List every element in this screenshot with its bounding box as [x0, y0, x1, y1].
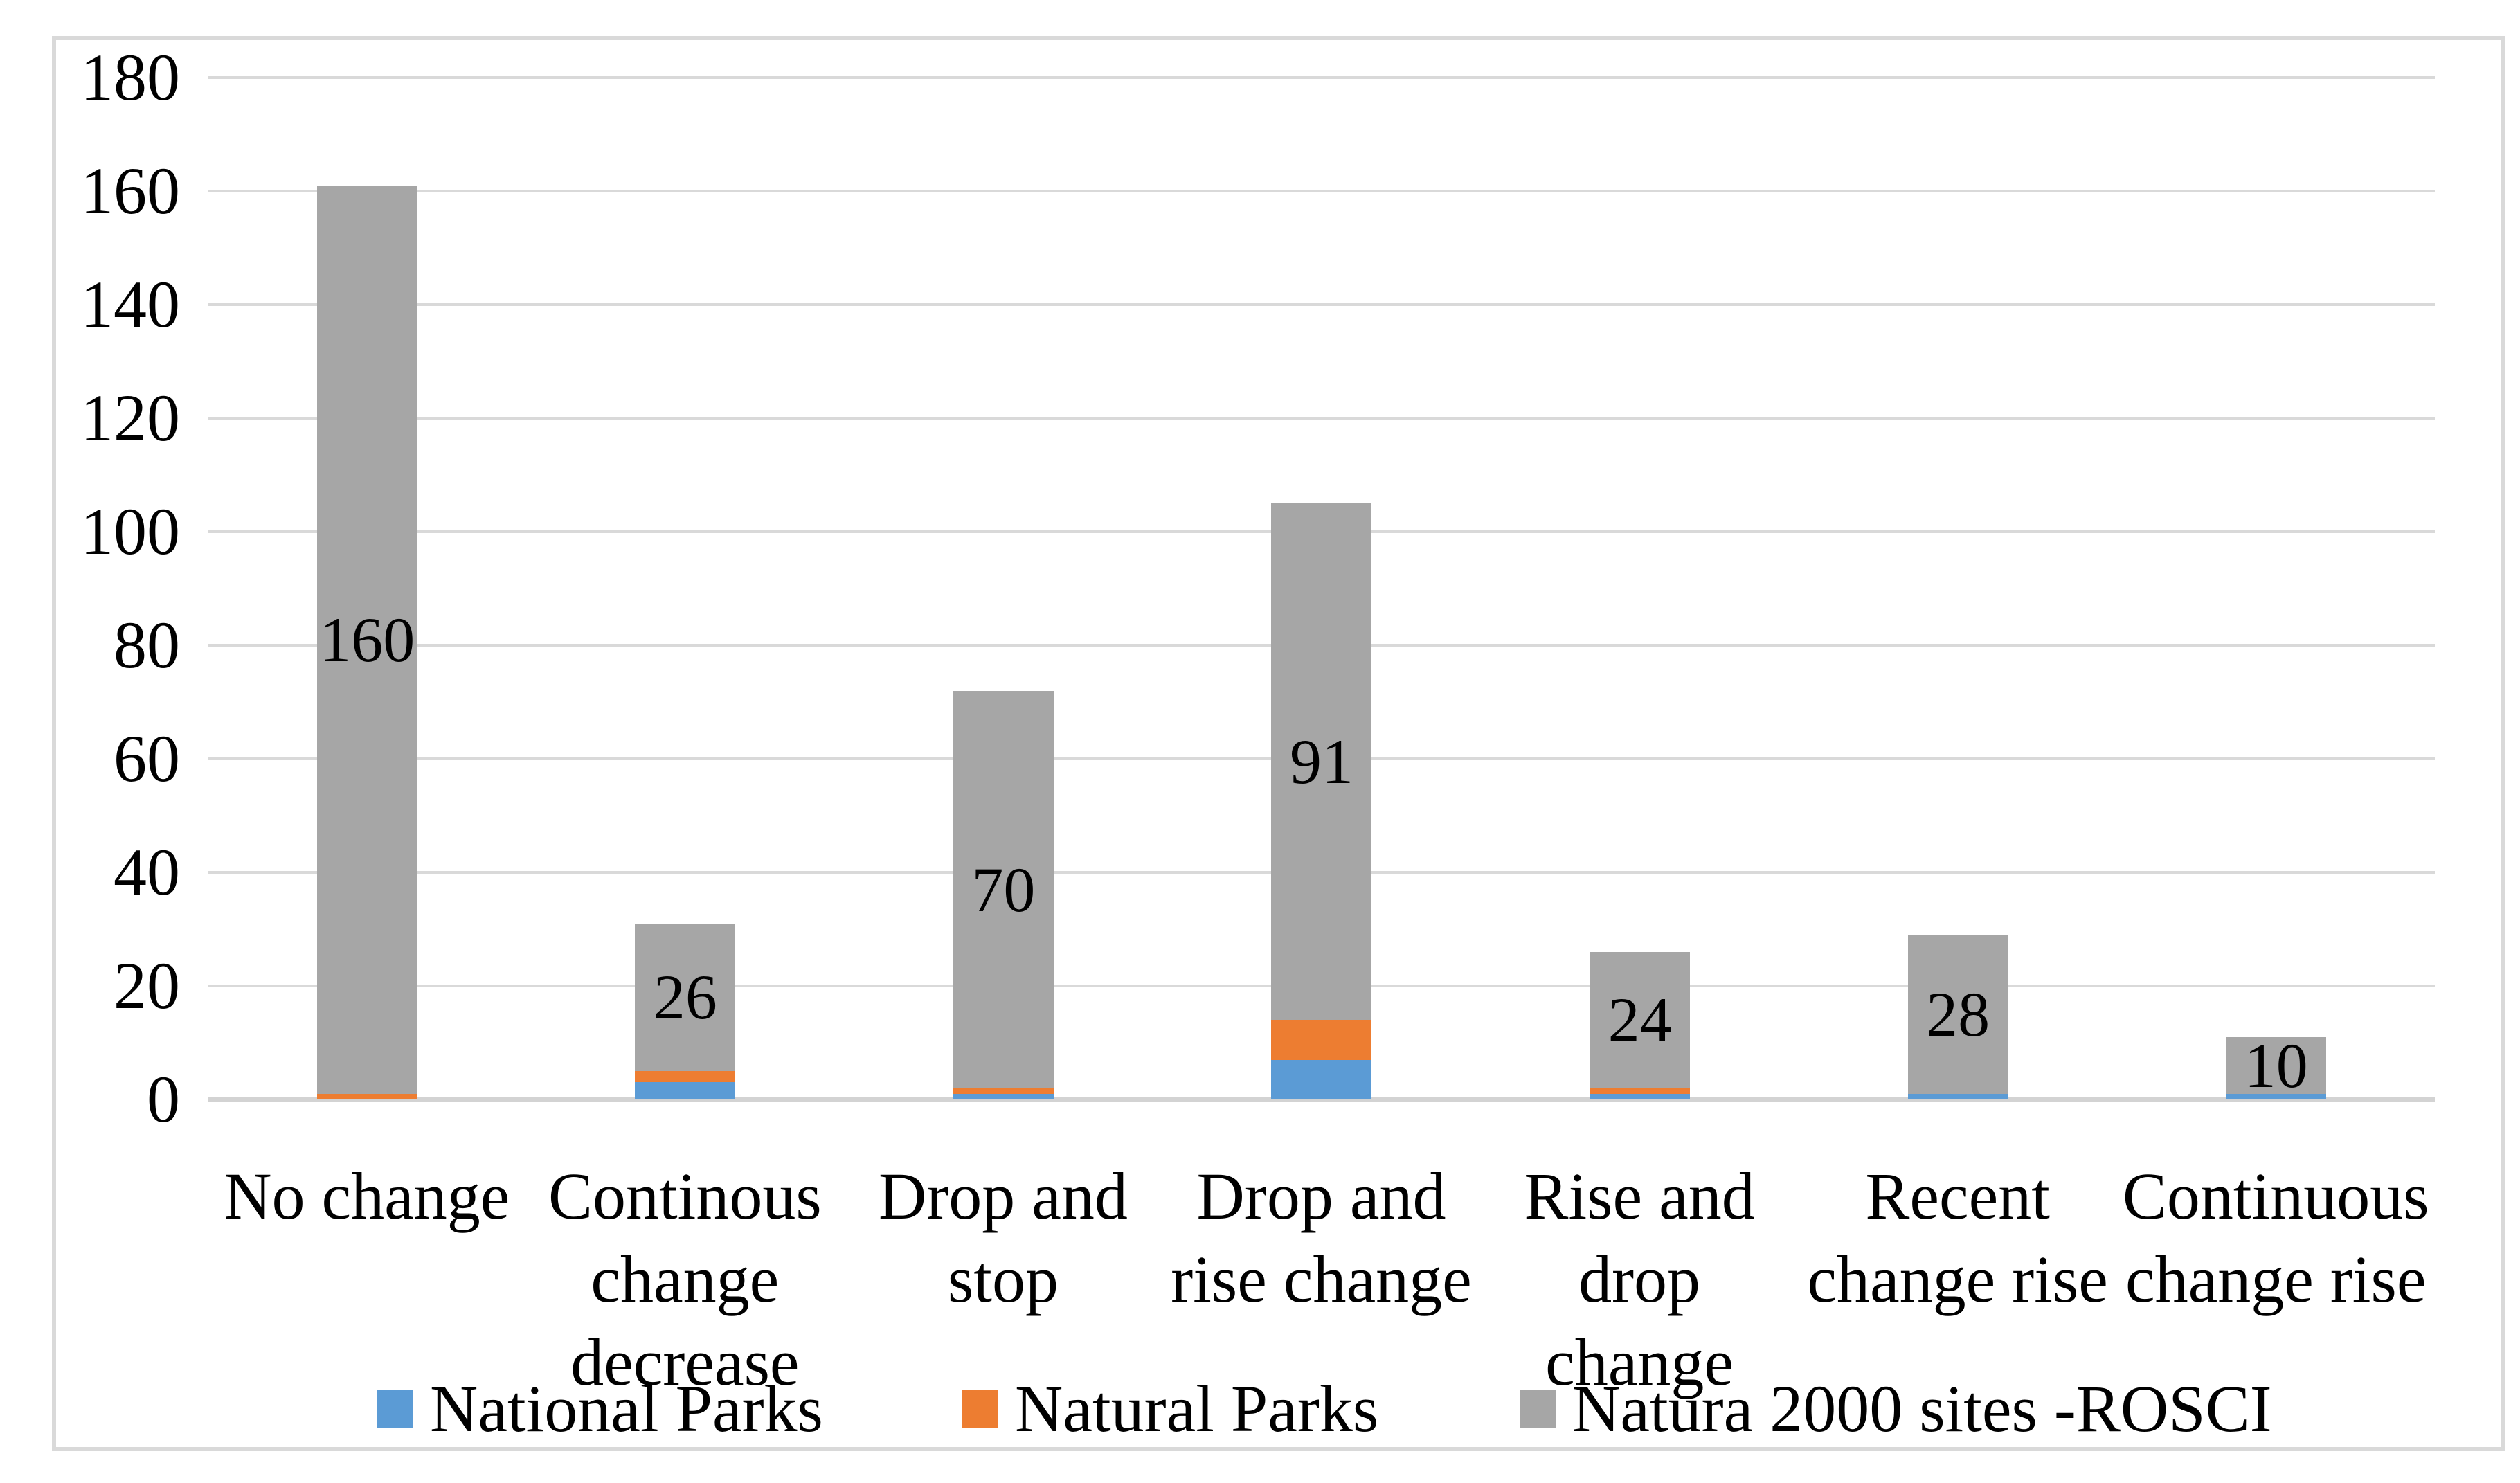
x-axis-label-line: change: [591, 1242, 780, 1316]
bar-segment-national-parks-continous-change-decrease: [635, 1082, 736, 1099]
legend-item-national-parks: National Parks: [377, 1374, 823, 1444]
bar-segment-natura-2000-sites-rosci-drop-and-rise-change: 91: [1271, 503, 1372, 1021]
x-axis-label-recent-change-rise: Recent change rise: [1799, 1155, 2117, 1321]
x-axis-label-line: Drop and: [1196, 1159, 1446, 1233]
bar-no-change: 160: [316, 185, 417, 1099]
bar-segment-natural-parks-rise-and-drop-change: [1590, 1088, 1691, 1094]
gridline-140: [208, 303, 2435, 306]
bar-value-label-drop-and-stop: 70: [971, 854, 1036, 925]
bar-segment-national-parks-continuous-change-rise: [2226, 1093, 2327, 1099]
x-axis-label-line: decrease: [570, 1325, 800, 1399]
x-axis-label-line: drop: [1578, 1242, 1701, 1316]
y-axis-tick-120: 120: [80, 381, 180, 455]
y-axis-tick-60: 60: [114, 721, 180, 796]
bar-segment-natura-2000-sites-rosci-continuous-change-rise: 10: [2226, 1030, 2327, 1101]
bar-segment-national-parks-drop-and-stop: [953, 1093, 1054, 1099]
x-axis-label-line: change rise: [2125, 1242, 2427, 1316]
category-slot-no-change: 160: [208, 78, 526, 1099]
y-axis-tick-40: 40: [114, 835, 180, 909]
bar-value-label-drop-and-rise-change: 91: [1289, 726, 1353, 798]
y-axis-tick-0: 0: [147, 1062, 180, 1136]
bar-segment-natural-parks-no-change: [316, 1093, 417, 1099]
y-axis-tick-100: 100: [80, 494, 180, 568]
bar-value-label-recent-change-rise: 28: [1926, 979, 1990, 1050]
bar-segment-national-parks-recent-change-rise: [1907, 1093, 2008, 1099]
legend-swatch-natura-2000-sites-rosci: [1520, 1390, 1556, 1428]
bar-continous-change-decrease: 26: [635, 923, 736, 1099]
x-axis-label-line: Rise and: [1524, 1159, 1755, 1233]
x-axis-label-line: change: [1545, 1325, 1734, 1399]
category-slot-recent-change-rise: 28: [1799, 78, 2117, 1099]
x-axis-label-line: Drop and: [878, 1159, 1128, 1233]
x-axis-label-line: Continuous: [2122, 1159, 2429, 1233]
category-slot-drop-and-rise-change: 91: [1162, 78, 1481, 1099]
x-axis-label-line: Recent: [1865, 1159, 2050, 1233]
x-axis-label-line: rise change: [1171, 1242, 1472, 1316]
bar-drop-and-stop: 70: [953, 690, 1054, 1099]
bar-value-label-no-change: 160: [319, 604, 415, 675]
x-axis-label-no-change: No change: [208, 1155, 526, 1238]
x-axis-label-line: change rise: [1807, 1242, 2108, 1316]
legend-label-national-parks: National Parks: [430, 1372, 823, 1446]
category-slot-rise-and-drop-change: 24: [1480, 78, 1799, 1099]
x-axis-label-continuous-change-rise: Continuous change rise: [2116, 1155, 2435, 1321]
x-axis-label-line: No change: [224, 1159, 510, 1233]
x-axis-label-line: Continous: [548, 1159, 822, 1233]
bar-value-label-continous-change-decrease: 26: [653, 962, 717, 1033]
bar-segment-natural-parks-drop-and-stop: [953, 1088, 1054, 1094]
y-axis-tick-160: 160: [80, 154, 180, 228]
bar-recent-change-rise: 28: [1907, 935, 2008, 1099]
plot-area: 0 20 40 60 80 100 120 140 160 180 160 No change 26 Co…: [80, 40, 2435, 1399]
y-axis-tick-140: 140: [80, 267, 180, 341]
gridline-120: [208, 417, 2435, 420]
category-slot-continous-change-decrease: 26: [526, 78, 845, 1099]
x-axis-label-rise-and-drop-change: Rise and drop change: [1480, 1155, 1799, 1404]
legend-swatch-natural-parks: [962, 1390, 998, 1428]
bar-value-label-rise-and-drop-change: 24: [1608, 985, 1672, 1056]
bar-segment-natura-2000-sites-rosci-no-change: 160: [316, 185, 417, 1094]
bar-rise-and-drop-change: 24: [1590, 951, 1691, 1099]
x-axis-label-line: stop: [947, 1242, 1059, 1316]
bar-continuous-change-rise: 10: [2226, 1030, 2327, 1101]
bar-segment-natura-2000-sites-rosci-recent-change-rise: 28: [1907, 935, 2008, 1094]
bar-segment-natural-parks-drop-and-rise-change: [1271, 1020, 1372, 1060]
legend-swatch-national-parks: [377, 1390, 413, 1428]
x-axis-label-drop-and-stop: Drop and stop: [844, 1155, 1162, 1321]
bar-segment-natura-2000-sites-rosci-drop-and-stop: 70: [953, 690, 1054, 1088]
x-axis-label-drop-and-rise-change: Drop and rise change: [1162, 1155, 1481, 1321]
bar-segment-natura-2000-sites-rosci-continous-change-decrease: 26: [635, 923, 736, 1072]
gridline-180: [208, 76, 2435, 79]
bar-segment-natura-2000-sites-rosci-rise-and-drop-change: 24: [1590, 951, 1691, 1088]
legend-item-natural-parks: Natural Parks: [962, 1374, 1378, 1444]
bar-value-label-continuous-change-rise: 10: [2244, 1030, 2308, 1101]
category-slot-continuous-change-rise: 10: [2116, 78, 2435, 1099]
legend-label-natural-parks: Natural Parks: [1015, 1372, 1379, 1446]
x-axis-label-continous-change-decrease: Continous change decrease: [526, 1155, 845, 1404]
bar-drop-and-rise-change: 91: [1271, 503, 1372, 1099]
legend-item-natura-2000-sites-rosci: Natura 2000 sites -ROSCI: [1520, 1374, 2272, 1444]
gridline-160: [208, 190, 2435, 192]
y-axis-tick-80: 80: [114, 608, 180, 682]
bar-segment-natural-parks-continous-change-decrease: [635, 1071, 736, 1083]
y-axis-tick-20: 20: [114, 949, 180, 1023]
bar-segment-national-parks-rise-and-drop-change: [1590, 1093, 1691, 1099]
y-axis-tick-180: 180: [80, 40, 180, 114]
bar-segment-national-parks-drop-and-rise-change: [1271, 1059, 1372, 1099]
legend-label-natura-2000-sites-rosci: Natura 2000 sites -ROSCI: [1572, 1372, 2272, 1446]
category-slot-drop-and-stop: 70: [844, 78, 1162, 1099]
